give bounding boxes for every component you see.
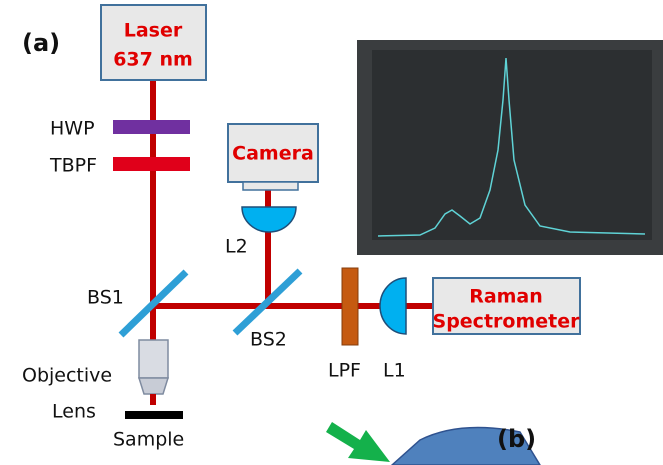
hwp-label: HWP (50, 118, 95, 140)
hwp (113, 120, 190, 134)
l1-label: L1 (383, 360, 406, 382)
lens-l1 (380, 278, 406, 334)
objective-label: Objective (22, 365, 112, 387)
sample (125, 411, 183, 419)
diagram: Laser 637 nm (a) HWP TBPF Camera L2 BS1 … (0, 0, 663, 465)
objective-body (139, 340, 168, 378)
arrow (326, 422, 390, 462)
panel-label: (b) (497, 425, 536, 453)
laser-label: Laser (124, 20, 183, 42)
tbpf-label: TBPF (49, 155, 97, 177)
bs2-label: BS2 (250, 329, 287, 351)
lpf (342, 268, 358, 345)
l2-label: L2 (225, 236, 248, 258)
objective-label: Lens (52, 401, 96, 423)
objective-tip (139, 378, 168, 394)
lens-l2 (242, 207, 296, 232)
panel-label: (a) (22, 29, 60, 57)
bs1-label: BS1 (87, 287, 124, 309)
tbpf (113, 157, 190, 171)
spectrometer-label: Raman (469, 286, 543, 308)
sample-label: Sample (113, 429, 184, 451)
lpf-label: LPF (328, 360, 361, 382)
spectrometer-label: Spectrometer (433, 311, 581, 333)
laser-wavelength: 637 nm (113, 49, 193, 71)
camera-label: Camera (232, 143, 314, 165)
camera-port (243, 182, 298, 190)
